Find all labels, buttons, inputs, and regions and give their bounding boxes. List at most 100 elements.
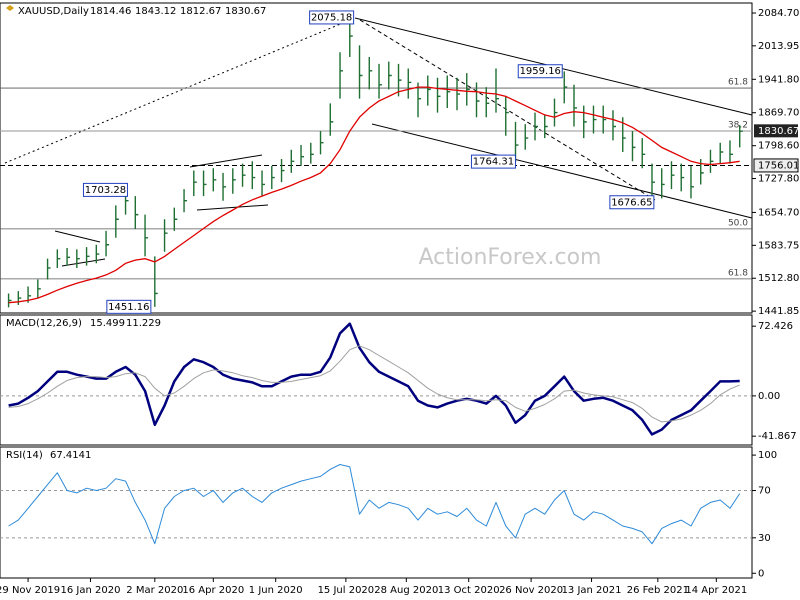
indicator-line [8,322,740,436]
ohlc-bar [368,56,373,90]
channel-line [371,123,753,219]
x-tick-label: 15 Jul 2020 [318,585,375,596]
annotation-label: 1959.16 [520,66,561,77]
ohlc-bar [524,124,529,150]
y-tick-label: 0 [758,568,764,579]
ohlc-bar [700,158,704,185]
ohlc-bar [388,61,392,90]
ohlc-bar [339,52,344,99]
last-low: 1812.67 [180,6,221,17]
y-tick-label: 1727.80 [758,174,799,185]
ohlc-bar [154,256,158,307]
ohlc-bar [670,161,675,190]
ohlc-bar [310,142,314,164]
trend-line [4,17,356,164]
ohlc-bar [602,105,607,134]
x-tick-label: 26 Nov 2020 [499,585,563,596]
symbol-title: XAUUSD,Daily [18,6,89,17]
ohlc-bar [183,189,188,213]
ohlc-bar [427,75,431,106]
x-tick-label: 2 Mar 2020 [126,585,183,596]
ohlc-bar [329,103,334,136]
ohlc-bar [514,121,519,162]
ohlc-bar [690,165,694,199]
ohlc-bar [466,73,470,106]
ohlc-bar [573,84,577,127]
ohlc-bar [241,163,246,187]
ohlc-bar [85,247,90,266]
ohlc-bar [534,112,538,141]
x-tick-label: 26 Feb 2021 [627,585,689,596]
ohlc-bar [300,145,305,166]
ohlc-bar [417,82,422,118]
ohlc-bar [709,149,714,173]
x-tick-label: 1 Jun 2020 [249,585,303,596]
annotation-box [517,64,563,79]
last-open: 1814.46 [90,6,131,17]
ohlc-bar [7,293,12,308]
watermark: ActionForex.com [419,245,602,270]
ohlc-bar [232,168,236,194]
ohlc-bar [563,71,568,104]
ohlc-bar [495,68,500,113]
last-high: 1843.12 [135,6,176,17]
ohlc-bar [397,63,402,97]
ohlc-bar [134,196,139,229]
triangle-line [61,258,106,267]
x-tick-label: 16 Jan 2020 [60,585,120,596]
y-tick-label: 1798.60 [758,141,799,152]
y-tick-label: 1583.75 [758,240,799,251]
ohlc-bar [583,105,587,139]
ohlc-bar [202,170,207,197]
ohlc-bar [163,219,168,252]
annotation-label: 1676.65 [611,197,652,208]
y-tick-label: -41.867 [758,431,797,442]
y-tick-label: 2084.70 [758,8,799,19]
y-tick-label: 72.426 [758,321,793,332]
ohlc-bar [505,96,509,136]
annotation-box [470,154,516,169]
ohlc-bar [76,249,80,268]
fib-label: 50.0 [728,218,748,228]
x-tick-label: 14 Apr 2021 [685,585,747,596]
ohlc-bar [631,131,636,162]
x-tick-label: 28 Aug 2020 [374,585,438,596]
ohlc-bar [144,214,149,257]
y-tick-label: 1654.70 [758,207,799,218]
x-tick-label: 13 Oct 2020 [438,585,500,596]
y-tick-label: 1441.85 [758,306,799,317]
ohlc-bar [739,125,743,148]
x-tick-label: 13 Jan 2021 [562,585,622,596]
y-tick-label: 70 [758,486,771,497]
current-label: 1830.67 [758,126,799,137]
ohlc-bar [271,165,275,190]
annotation-label: 1451.16 [108,302,149,313]
fib-label: 61.8 [728,78,748,88]
ohlc-bar [446,75,451,108]
y-tick-label: 1512.80 [758,273,799,284]
y-tick-label: 2013.95 [758,41,799,52]
ohlc-bar [212,168,217,192]
support-box [753,158,799,173]
ohlc-bar [17,291,22,306]
annotation-label: 2075.18 [311,12,352,23]
ohlc-bar [729,140,733,164]
current-box [754,124,798,138]
ohlc-bar [193,170,197,197]
ohlc-bar [436,77,441,113]
ohlc-bar [719,142,724,164]
moving-average [8,86,740,304]
ohlc-bar [66,248,71,266]
annotation-box [609,195,655,210]
annotation-box [106,299,152,314]
x-tick-label: 16 Apr 2020 [182,585,244,596]
last-close: 1830.67 [225,6,266,17]
ohlc-bar [251,161,256,190]
ohlc-bar [56,249,61,268]
y-tick-label: 30 [758,533,771,544]
ohlc-bar [261,170,266,197]
trend-line [359,19,656,201]
rsi-title: RSI(14) [6,450,43,461]
ohlc-bar [592,105,597,134]
symbol-icon [6,5,14,11]
